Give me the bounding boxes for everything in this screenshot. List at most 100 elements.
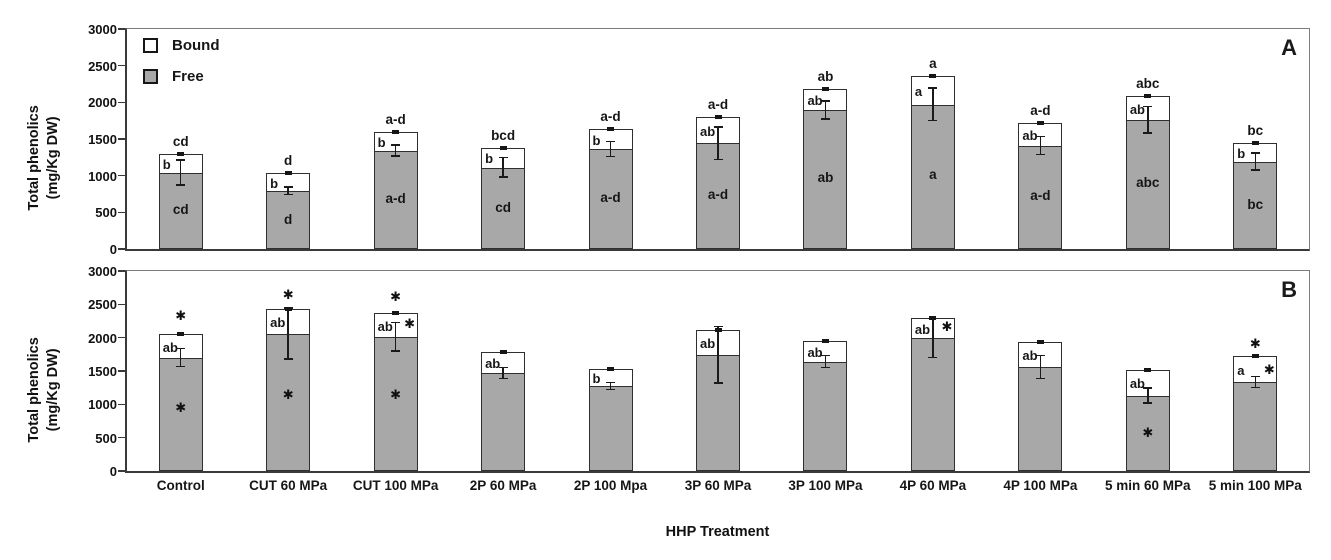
- error-bar: [717, 326, 719, 384]
- y-tick-label: 2500: [88, 58, 117, 74]
- error-bar-cap-bottom: [283, 358, 293, 360]
- error-bar-cap-top: [498, 156, 508, 159]
- panel-b-bar-5-min-60-mpa-free: [1125, 395, 1170, 471]
- significance-star: ✱: [390, 289, 402, 305]
- error-bar-cap-bottom: [1035, 153, 1045, 156]
- bar-letter-above: a-d: [385, 112, 406, 128]
- y-tick-mark: [118, 370, 125, 372]
- error-bar-cap-top: [606, 381, 616, 384]
- y-axis-title-panel-b: Total phenolics (mg/Kg DW): [25, 290, 63, 490]
- y-tick-mark: [118, 101, 125, 104]
- total-top-marker: [929, 315, 937, 320]
- total-top-marker: [177, 151, 185, 156]
- significance-star: ✱: [1249, 337, 1261, 352]
- error-bar-cap-top: [606, 140, 616, 143]
- x-category-label: 4P 60 MPa: [899, 478, 967, 493]
- error-bar: [1039, 355, 1042, 379]
- total-top-marker: [1251, 353, 1259, 358]
- y-tick-label: 2000: [88, 330, 117, 346]
- panel-b-bar-4p-100-mpa-free: [1018, 367, 1063, 471]
- panel-b-bar-2p-100-mpa-free: [588, 386, 633, 471]
- y-tick-mark: [118, 138, 125, 140]
- error-bar-cap-bottom: [928, 356, 938, 359]
- error-bar: [502, 157, 504, 178]
- bar-letter-bound: b: [485, 151, 494, 167]
- error-bar-cap-bottom: [820, 118, 830, 120]
- significance-star: ✱: [941, 319, 953, 335]
- panel-a-bar-2p-100-mpa-free: [588, 149, 633, 249]
- bar-letter-bound: b: [592, 132, 601, 148]
- panel-b-bar-5-min-100-mpa-free: [1233, 382, 1278, 471]
- panel-a-bar-cut-60-mpa-free: [266, 191, 311, 249]
- free-swatch-icon: [143, 69, 158, 84]
- bar-letter-bound: ab: [1129, 376, 1145, 392]
- y-tick-label: 1000: [88, 168, 117, 184]
- bar-letter-above: a-d: [600, 109, 621, 125]
- bar-letter-bound: ab: [700, 335, 716, 351]
- error-bar-cap-top: [1250, 375, 1260, 378]
- error-bar-cap-top: [176, 347, 186, 350]
- error-bar-cap-bottom: [176, 184, 186, 186]
- y-axis-title-panel-a: Total phenolics (mg/Kg DW): [25, 58, 63, 258]
- error-bar: [1147, 106, 1149, 134]
- bar-letter-bound: b: [270, 175, 279, 191]
- x-category-label: Control: [156, 478, 205, 493]
- bar-letter-free: cd: [495, 199, 511, 215]
- total-top-marker: [1036, 120, 1044, 125]
- significance-star: ✱: [1263, 363, 1275, 378]
- bar-letter-bound: ab: [700, 123, 716, 139]
- panel-a-bar-4p-60-mpa-free: [910, 104, 955, 249]
- y-tick-label: 2000: [88, 95, 117, 111]
- legend: Bound Free: [143, 37, 219, 99]
- y-tick-label: 0: [109, 242, 117, 257]
- total-top-marker: [714, 327, 722, 332]
- bound-swatch-icon: [143, 38, 158, 53]
- error-bar: [824, 355, 827, 369]
- bar-letter-above: cd: [172, 133, 189, 149]
- panel-b-bar-cut-60-mpa-free: [266, 333, 311, 471]
- y-tick-mark: [118, 403, 125, 406]
- error-bar-cap-top: [820, 100, 830, 102]
- panel-a-bar-3p-100-mpa-free: [803, 110, 848, 249]
- bar-letter-free: d: [284, 211, 293, 227]
- error-bar-cap-bottom: [713, 382, 723, 384]
- bar-letter-bound: ab: [1022, 127, 1038, 143]
- y-tick-label: 1000: [88, 397, 117, 413]
- panel-a-bar-2p-60-mpa-free: [481, 167, 526, 249]
- total-top-marker: [821, 339, 829, 343]
- y-tick-label: 0: [109, 464, 117, 479]
- bar-letter-above: a-d: [707, 97, 729, 112]
- bar-letter-free: a-d: [600, 190, 621, 206]
- panel-b-bar-control-free: [158, 357, 203, 471]
- panel-a-bar-5-min-100-mpa-free: [1233, 161, 1278, 249]
- total-top-marker: [714, 115, 722, 119]
- bar-letter-above: ab: [817, 69, 834, 85]
- y-tick-label: 1500: [88, 132, 117, 147]
- error-bar-cap-top: [391, 144, 401, 146]
- y-axis-title-line2: (mg/Kg DW): [45, 116, 61, 200]
- total-top-marker: [284, 171, 292, 176]
- error-bar-cap-top: [928, 87, 938, 89]
- bar-letter-free: ab: [817, 169, 834, 185]
- error-bar: [394, 322, 397, 352]
- bar-letter-free: abc: [1136, 174, 1160, 190]
- error-bar-cap-top: [1035, 354, 1045, 356]
- y-tick-label: 1500: [88, 364, 117, 379]
- total-top-marker: [607, 127, 615, 132]
- error-bar: [502, 367, 504, 379]
- legend-label-bound: Bound: [172, 37, 220, 54]
- y-axis-title-line2: (mg/Kg DW): [45, 348, 61, 432]
- significance-star: ✱: [282, 288, 294, 304]
- error-bar: [932, 318, 934, 359]
- total-top-marker: [1144, 94, 1152, 99]
- error-bar-cap-bottom: [606, 388, 616, 391]
- error-bar: [179, 159, 182, 186]
- bar-letter-above: bc: [1247, 122, 1264, 138]
- bar-letter-bound: b: [162, 156, 171, 172]
- error-bar-cap-top: [283, 186, 293, 188]
- x-category-label: 2P 60 MPa: [469, 478, 537, 493]
- y-tick-mark: [118, 303, 125, 306]
- x-category-label: 2P 100 Mpa: [573, 478, 648, 493]
- total-top-marker: [284, 307, 292, 311]
- bar-letter-bound: ab: [1022, 348, 1038, 364]
